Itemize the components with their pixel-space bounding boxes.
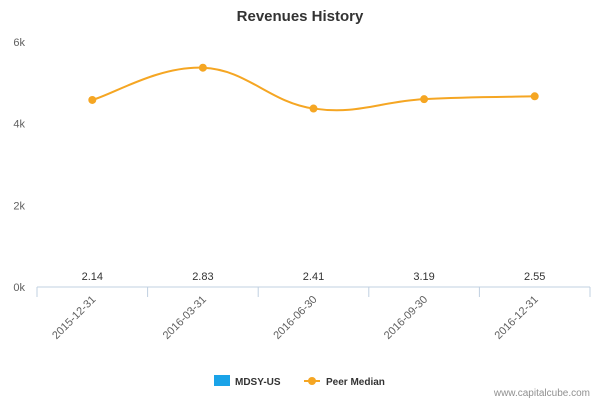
legend-marker-peer-median	[308, 377, 316, 385]
peer-median-point[interactable]	[309, 104, 318, 113]
legend-label-peer-median: Peer Median	[326, 377, 385, 388]
x-tick-label: 2015-12-31	[50, 294, 98, 342]
bar-data-label: 2.41	[303, 271, 324, 283]
y-tick-label: 4k	[13, 119, 25, 131]
y-tick-label: 6k	[13, 37, 25, 49]
x-axis: 2015-12-31 2016-03-31 2016-06-30 2016-09-30…	[36, 286, 591, 342]
peer-median-point[interactable]	[88, 95, 97, 104]
peer-median-line	[92, 66, 535, 112]
x-tick-label: 2016-06-30	[271, 294, 319, 342]
bar-data-label: 2.83	[192, 271, 213, 283]
x-tick-label: 2016-09-30	[382, 294, 430, 342]
legend[interactable]: MDSY-US Peer Median	[214, 375, 385, 388]
chart-title: Revenues History	[237, 8, 364, 25]
x-tick-label: 2016-03-31	[161, 294, 209, 342]
bar-data-label: 2.14	[82, 271, 103, 283]
bar-data-label: 2.55	[524, 271, 545, 283]
peer-median-point[interactable]	[420, 95, 429, 104]
peer-median-point[interactable]	[530, 92, 539, 101]
x-tick-label: 2016-12-31	[493, 294, 541, 342]
legend-label-mdsy: MDSY-US	[235, 377, 281, 388]
y-tick-label: 2k	[13, 200, 25, 212]
peer-median-point[interactable]	[198, 63, 207, 72]
bar-data-label: 3.19	[413, 271, 434, 283]
peer-median-series	[88, 63, 539, 113]
credit-text: www.capitalcube.com	[493, 388, 590, 399]
legend-swatch-mdsy	[214, 375, 230, 386]
y-axis: 0k 2k 4k 6k	[13, 37, 25, 294]
bar-data-labels: 2.14 2.83 2.41 3.19 2.55	[82, 271, 546, 283]
y-tick-label: 0k	[13, 282, 25, 294]
